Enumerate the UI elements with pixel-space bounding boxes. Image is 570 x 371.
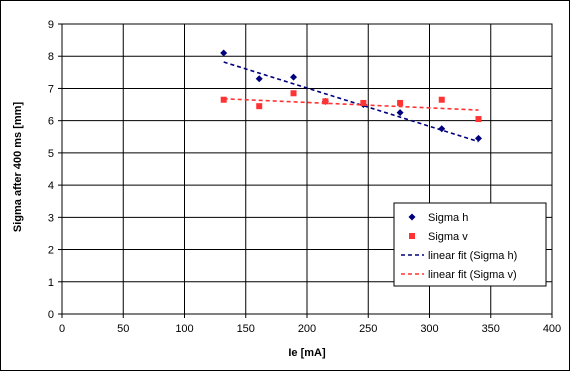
y-tick-label: 0 [48,309,54,321]
x-tick-label: 250 [359,323,377,335]
point-sigma-v [220,96,227,103]
legend-label: Sigma v [428,231,468,243]
y-tick-label: 9 [48,19,54,31]
legend-box [393,202,547,287]
x-tick-label: 150 [237,323,255,335]
legend-label: Sigma h [428,212,468,224]
y-tick-label: 7 [48,83,54,95]
point-sigma-v [290,90,297,97]
x-tick-label: 300 [420,323,438,335]
y-tick-label: 6 [48,116,54,128]
point-sigma-h [475,134,482,142]
x-tick-labels: 0 50 100 150 200 250 300 350 400 [59,314,561,335]
y-tick-label: 5 [48,148,54,160]
y-tick-label: 8 [48,51,54,63]
legend: Sigma h Sigma v linear fit (Sigma h) linear… [393,202,547,287]
point-sigma-h [220,49,228,57]
point-sigma-v [322,98,329,105]
legend-label: linear fit (Sigma h) [428,250,517,262]
point-sigma-h [290,73,298,81]
x-axis-title: Ie [mA] [288,347,326,359]
point-sigma-h [255,75,263,83]
x-tick-label: 50 [117,323,129,335]
point-sigma-h [396,109,404,117]
fit-lines [223,61,479,143]
y-tick-label: 3 [48,212,54,224]
point-sigma-h [438,125,446,133]
point-sigma-v [438,96,445,103]
x-tick-label: 0 [59,323,65,335]
legend-marker-sigma-v [409,233,415,239]
y-tick-label: 4 [48,180,54,192]
x-tick-label: 200 [298,323,316,335]
y-tick-label: 2 [48,245,54,257]
legend-items: Sigma h Sigma v linear fit (Sigma h) linear… [401,212,517,281]
legend-marker-sigma-h [408,213,416,221]
point-sigma-v [256,103,263,110]
data-points [220,49,482,142]
point-sigma-v [360,99,367,106]
point-sigma-v [475,116,482,123]
y-tick-label: 1 [48,277,54,289]
y-axis-title: Sigma after 400 ms [mm] [12,102,24,233]
fit-line-sigma-h [223,61,479,143]
x-tick-label: 400 [543,323,561,335]
legend-label: linear fit (Sigma v) [428,269,517,281]
point-sigma-v [397,99,404,106]
fit-line-sigma-v [223,97,479,111]
y-tick-labels: 0 1 2 3 4 5 6 7 8 9 [48,19,62,321]
x-tick-label: 100 [175,323,193,335]
x-tick-label: 350 [482,323,500,335]
